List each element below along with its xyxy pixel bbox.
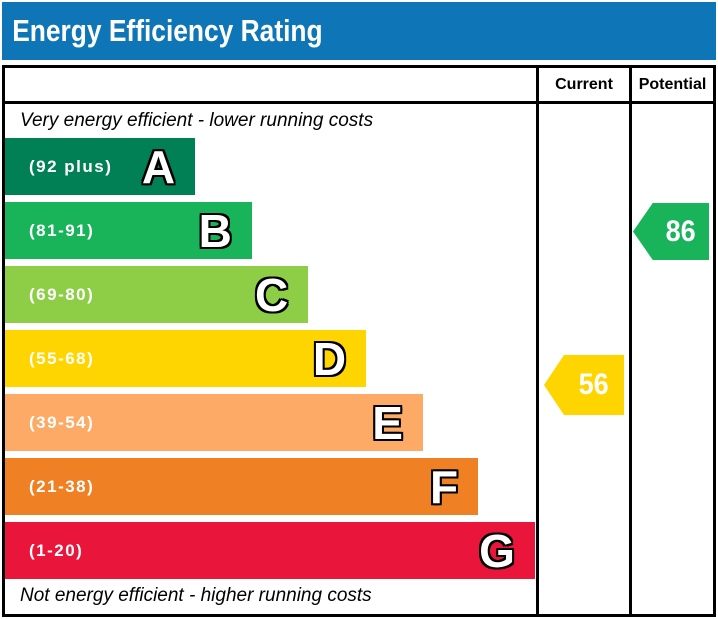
band-range-label: (92 plus) [29, 156, 113, 176]
current-column: 56 [536, 104, 629, 614]
band-range-label: (1-20) [29, 540, 84, 560]
band-row: (39-54) E [5, 394, 423, 451]
band-letter: E [372, 396, 403, 449]
band-range-label: (39-54) [29, 412, 95, 432]
rating-bands: (92 plus) A (81-91) B (69-80) C (55-68) … [5, 138, 536, 579]
current-rating-value: 56 [578, 368, 610, 401]
potential-header-label: Potential [638, 75, 707, 93]
bands-column: Very energy efficient - lower running co… [5, 104, 536, 614]
band-row: (55-68) D [5, 330, 367, 387]
header-spacer-cell [5, 68, 536, 104]
band-row: (69-80) C [5, 266, 309, 323]
band-range-label: (21-38) [29, 476, 95, 496]
band-row: (21-38) F [5, 458, 479, 515]
current-rating-arrow: 56 [544, 355, 624, 415]
current-column-header: Current [536, 68, 629, 104]
potential-column-header: Potential [629, 68, 713, 104]
band-row: (92 plus) A [5, 138, 196, 195]
band-range-label: (55-68) [29, 348, 95, 368]
page-title: Energy Efficiency Rating [12, 13, 323, 48]
potential-rating-value: 86 [665, 214, 697, 248]
note-not-efficient: Not energy efficient - higher running co… [20, 584, 372, 606]
band-letter: F [430, 460, 459, 513]
band-range-label: (69-80) [29, 284, 95, 304]
band-range-label: (81-91) [29, 220, 95, 240]
potential-column: 86 [629, 104, 713, 614]
band-letter: C [254, 268, 289, 321]
band-row: (81-91) B [5, 202, 252, 259]
note-very-efficient: Very energy efficient - lower running co… [20, 110, 374, 131]
current-header-label: Current [555, 75, 613, 93]
title-bar: Energy Efficiency Rating [2, 2, 716, 60]
band-letter: G [479, 524, 515, 577]
band-letter: B [198, 204, 232, 257]
band-letter: D [312, 332, 347, 385]
rating-table: Current Potential Very energy efficient … [2, 65, 716, 617]
potential-rating-arrow: 86 [633, 203, 709, 260]
band-row: (1-20) G [5, 522, 535, 579]
band-letter: A [141, 140, 176, 193]
